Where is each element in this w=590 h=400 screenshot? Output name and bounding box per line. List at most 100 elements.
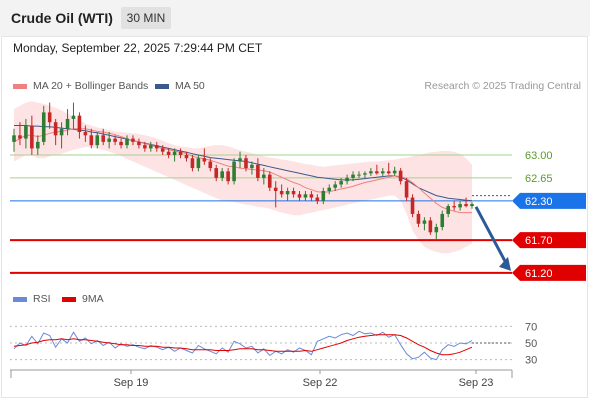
candle-body	[380, 171, 385, 174]
ma50-swatch	[155, 83, 169, 89]
level-tag-62.30	[512, 192, 586, 209]
candle-body	[345, 177, 349, 182]
candle-body	[256, 164, 260, 178]
candle-body	[262, 174, 266, 178]
candle-body	[166, 151, 171, 155]
candle-body	[131, 138, 135, 142]
candle-body	[386, 171, 391, 174]
chart-header: Crude Oil (WTI) 30 MIN	[0, 0, 590, 36]
x-tick-label: Sep 23	[459, 377, 494, 389]
candle-body	[101, 135, 106, 142]
candle-body	[160, 148, 165, 152]
candle-body	[321, 191, 326, 201]
ma20-line	[13, 128, 472, 214]
x-tick-label: Sep 22	[303, 377, 338, 389]
legend-ma50: MA 50	[155, 80, 205, 92]
level-label-61.70: 61.70	[525, 235, 553, 247]
candle-body	[333, 184, 337, 188]
forecast-arrow-shaft	[474, 206, 509, 266]
candle-body	[422, 220, 427, 224]
candle-body	[65, 118, 70, 129]
candle-body	[470, 204, 474, 207]
candle-body	[238, 158, 242, 162]
candle-body	[392, 170, 397, 174]
candle-body	[47, 112, 52, 123]
level-tag-61.70	[512, 232, 586, 249]
candle-body	[267, 174, 272, 188]
rsi-ma-swatch	[62, 296, 76, 302]
candle-body	[273, 187, 278, 191]
candle-body	[95, 135, 100, 146]
chart-frame	[1, 36, 588, 398]
candle-body	[24, 125, 28, 139]
candle-body	[12, 135, 16, 142]
rsi-swatch	[13, 296, 27, 302]
candle-body	[440, 213, 445, 228]
candle-body	[71, 115, 76, 119]
candle-body	[244, 158, 248, 169]
candle-body	[232, 161, 236, 182]
candle-body	[172, 151, 177, 155]
candle-body	[279, 191, 284, 195]
candle-body	[452, 206, 456, 208]
candle-body	[250, 164, 254, 169]
candle-body	[18, 135, 22, 139]
candle-body	[154, 145, 159, 149]
candle-body	[285, 191, 290, 195]
candle-body	[327, 187, 332, 191]
candle-body	[59, 128, 64, 136]
candle-body	[351, 174, 355, 178]
candle-body	[375, 171, 379, 174]
candle-body	[202, 158, 207, 162]
candle-body	[339, 181, 343, 185]
candle-body	[125, 138, 129, 146]
ma20-legend-label: MA 20 + Bollinger Bands	[33, 80, 149, 92]
candle-body	[208, 161, 213, 169]
rsi-tick-label: 30	[525, 355, 537, 367]
candle-body	[297, 194, 302, 198]
candle-body	[369, 171, 373, 174]
candle-body	[41, 112, 46, 142]
candle-body	[363, 173, 367, 175]
candle-body	[137, 141, 141, 146]
candle-body	[83, 132, 88, 136]
candle-body	[119, 141, 123, 146]
legend-ma20: MA 20 + Bollinger Bands	[13, 80, 148, 92]
candle-body	[53, 122, 58, 136]
candle-body	[404, 181, 409, 198]
candle-body	[458, 204, 462, 208]
candle-body	[410, 197, 415, 214]
candle-body	[357, 174, 361, 176]
forecast-arrow-head	[499, 256, 511, 271]
level-label-62.65: 62.65	[525, 173, 553, 185]
candle-body	[291, 191, 296, 195]
research-credit: Research © 2025 Trading Central	[424, 80, 581, 92]
level-label-61.20: 61.20	[525, 268, 553, 280]
level-tag-61.20	[512, 264, 586, 281]
candle-body	[30, 125, 34, 149]
ma20-swatch	[13, 83, 27, 89]
candle-body	[107, 138, 111, 142]
candle-body	[434, 227, 439, 233]
candle-body	[303, 194, 308, 198]
candle-body	[315, 197, 320, 201]
x-tick-label: Sep 19	[114, 377, 149, 389]
candle-body	[89, 135, 94, 146]
rsi-ma-line	[13, 334, 473, 356]
candle-body	[184, 154, 189, 159]
rsi-tick-label: 70	[525, 321, 537, 333]
candle-body	[446, 206, 451, 214]
candle-body	[77, 115, 82, 133]
candle-body	[309, 194, 314, 198]
candle-body	[428, 220, 433, 233]
ma50-legend-label: MA 50	[175, 80, 205, 92]
candle-body	[190, 158, 195, 169]
chart-datetime: Monday, September 22, 2025 7:29:44 PM CE…	[13, 41, 263, 55]
candle-body	[226, 171, 230, 182]
legend-rsi: RSI	[13, 293, 51, 305]
timeframe-badge[interactable]: 30 MIN	[121, 7, 171, 29]
candle-body	[214, 168, 219, 178]
candle-body	[196, 158, 201, 169]
candle-body	[149, 145, 153, 149]
